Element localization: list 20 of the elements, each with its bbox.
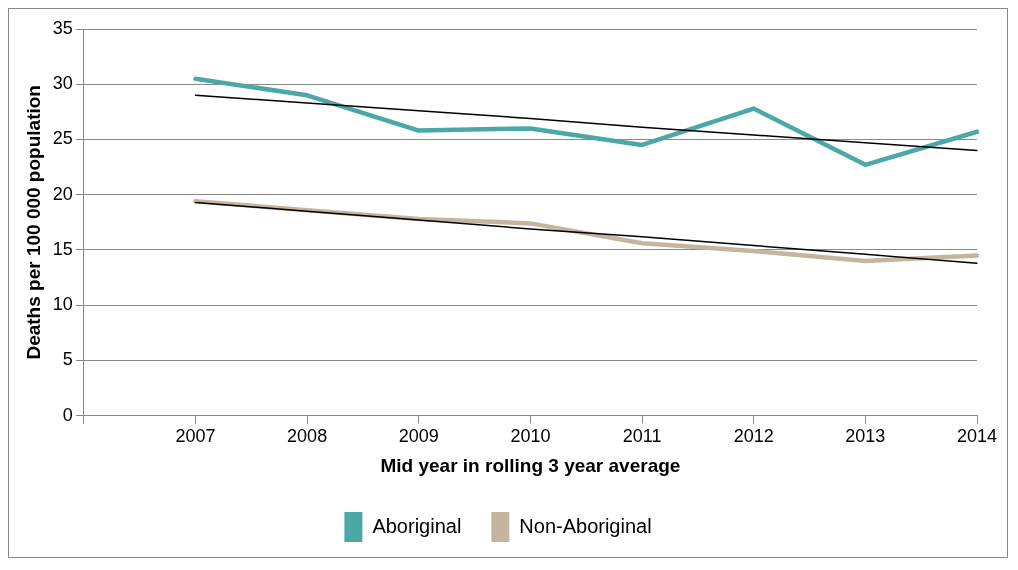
legend-label: Aboriginal: [372, 514, 462, 537]
x-tick-label: 2012: [733, 426, 774, 447]
y-tick-label: 30: [52, 73, 73, 94]
x-axis-title: Mid year in rolling 3 year average: [380, 454, 681, 476]
y-tick-label: 10: [52, 294, 73, 315]
y-tick-label: 0: [62, 404, 73, 425]
y-axis-title: Deaths per 100 000 population: [22, 85, 44, 360]
x-tick-label: 2010: [510, 426, 551, 447]
x-tick-label: 2007: [175, 426, 216, 447]
y-tick-label: 20: [52, 183, 73, 204]
y-tick-label: 5: [62, 349, 73, 370]
x-tick-label: 2011: [622, 426, 662, 447]
y-tick-label: 15: [52, 238, 73, 259]
x-tick-label: 2014: [956, 426, 998, 447]
legend-label: Non-Aboriginal: [519, 514, 652, 537]
y-tick-label: 25: [52, 128, 73, 149]
x-tick-label: 2008: [287, 426, 328, 447]
x-tick-label: 2013: [845, 426, 886, 447]
y-tick-label: 35: [52, 17, 73, 38]
x-tick-label: 2009: [398, 426, 439, 447]
